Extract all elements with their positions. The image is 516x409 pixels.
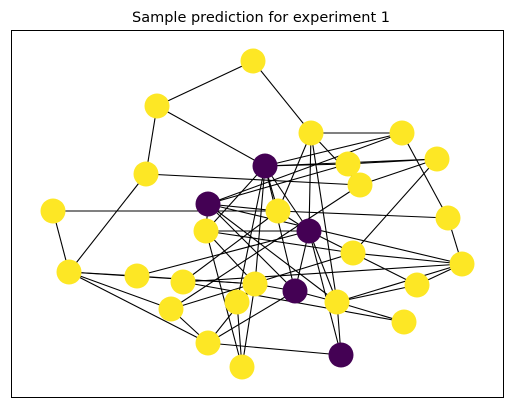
- graph-nodes: [40, 48, 475, 380]
- graph-node: [435, 205, 461, 231]
- graph-edge: [182, 263, 463, 283]
- graph-edge: [205, 230, 243, 368]
- graph-edge: [68, 271, 172, 310]
- graph-node: [56, 259, 82, 285]
- graph-edge: [207, 203, 338, 303]
- graph-edge: [241, 283, 256, 368]
- graph-edge: [156, 105, 266, 167]
- graph-node: [124, 263, 150, 289]
- graph-node: [240, 48, 266, 74]
- graph-edge: [136, 275, 256, 285]
- graph-edge: [207, 283, 256, 344]
- graph-node: [324, 289, 350, 315]
- graph-node: [265, 198, 291, 224]
- graph-edge: [205, 165, 266, 232]
- graph-edge: [310, 132, 338, 303]
- graph-edge: [170, 184, 361, 310]
- graph-node: [252, 153, 278, 179]
- graph-edge: [156, 60, 254, 107]
- graph-node: [144, 93, 170, 119]
- graph-node: [170, 269, 196, 295]
- graph-edge: [264, 165, 310, 232]
- graph-node: [335, 151, 361, 177]
- graph-edge: [207, 132, 403, 205]
- graph-node: [229, 354, 255, 380]
- graph-edge: [252, 60, 312, 134]
- graph-edge: [336, 263, 463, 303]
- graph-edge: [308, 230, 342, 356]
- graph-edge: [207, 290, 296, 344]
- graph-node: [282, 278, 308, 304]
- graph-edge: [352, 158, 438, 254]
- graph-node: [328, 342, 354, 368]
- graph-edge: [277, 210, 449, 219]
- graph-node: [424, 146, 450, 172]
- graph-edge: [336, 284, 418, 303]
- graph-edge: [207, 203, 463, 265]
- graph-node: [389, 120, 415, 146]
- plot-frame: [11, 30, 504, 398]
- graph-node: [195, 330, 221, 356]
- graph-node: [158, 296, 184, 322]
- graph-edge: [68, 173, 147, 273]
- graph-node: [195, 191, 221, 217]
- graph-node: [391, 309, 417, 335]
- graph-edge: [182, 210, 279, 283]
- graph-node: [224, 289, 250, 315]
- graph-node: [449, 251, 475, 277]
- graph-node: [347, 172, 373, 198]
- graph-edge: [68, 271, 209, 344]
- graph-edge: [308, 230, 338, 303]
- graph-edge: [352, 252, 463, 265]
- graph-node: [193, 218, 219, 244]
- graph-node: [340, 240, 366, 266]
- graph-edge: [359, 158, 438, 186]
- graph-edge: [264, 132, 403, 167]
- graph-node: [242, 271, 268, 297]
- graph-edge: [207, 342, 342, 356]
- graph-edge: [207, 163, 349, 205]
- graph-node: [298, 120, 324, 146]
- graph-edge: [401, 132, 449, 219]
- graph-node: [296, 218, 322, 244]
- graph-edge: [145, 173, 361, 186]
- graph-node: [133, 161, 159, 187]
- graph-node: [40, 198, 66, 224]
- graph-edge: [347, 158, 438, 165]
- chart-title: Sample prediction for experiment 1: [132, 10, 390, 26]
- graph-edge: [207, 203, 296, 292]
- graph-node: [404, 272, 430, 298]
- graph-edge: [136, 230, 310, 277]
